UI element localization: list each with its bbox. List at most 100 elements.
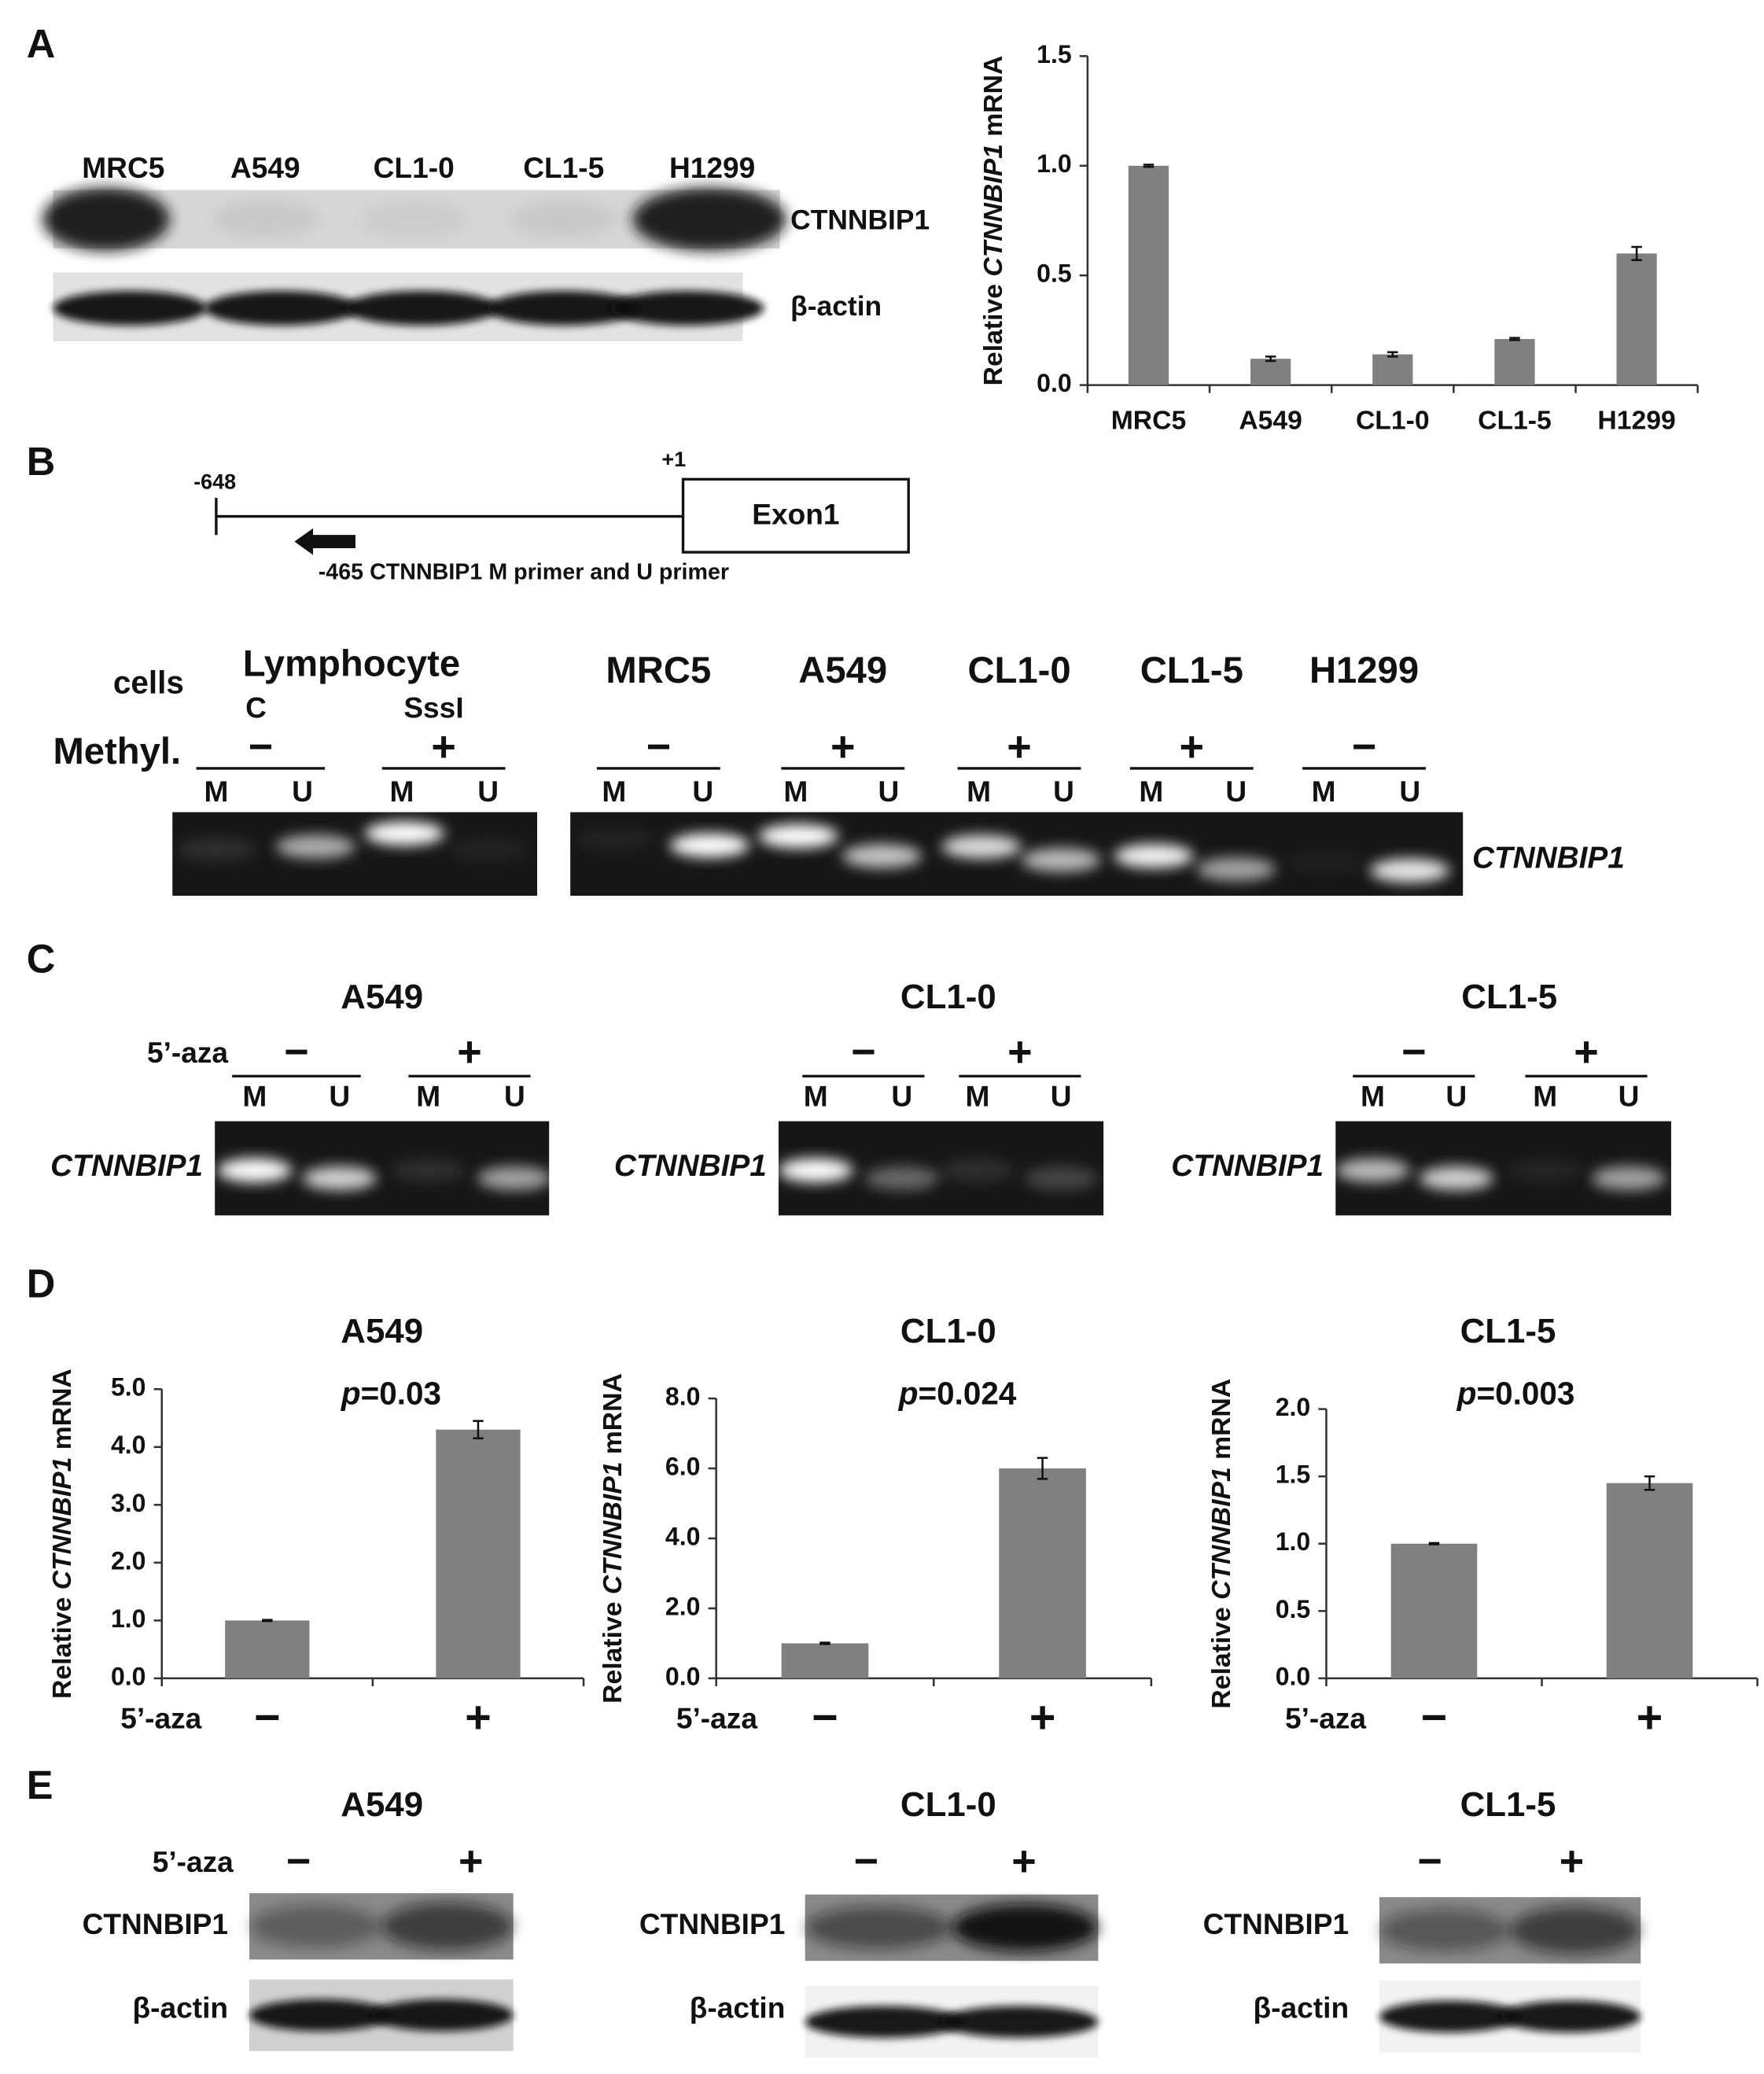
sign: − bbox=[284, 1029, 309, 1076]
x-tick-label: A549 bbox=[1239, 406, 1302, 436]
band bbox=[1370, 858, 1450, 883]
error-bar bbox=[1387, 351, 1398, 358]
lane-label: U bbox=[1445, 1080, 1467, 1113]
lane-label: CL1-5 bbox=[523, 151, 604, 184]
y-tick-label: 5.0 bbox=[111, 1373, 146, 1402]
y-tick-label: 0.5 bbox=[1037, 260, 1072, 288]
lane-label: MRC5 bbox=[82, 151, 164, 184]
band bbox=[204, 290, 359, 326]
sign: + bbox=[1574, 1029, 1599, 1076]
band bbox=[778, 1158, 853, 1183]
panel-letter: A bbox=[27, 21, 56, 66]
sign: − bbox=[1401, 1029, 1427, 1076]
y-axis-label: Relative CTNNBIP1 mRNA bbox=[598, 1373, 628, 1704]
band bbox=[1196, 856, 1276, 882]
methyl-sign: − bbox=[249, 724, 274, 771]
error-bar bbox=[1037, 1457, 1048, 1480]
methyl-sign: − bbox=[1352, 724, 1377, 771]
row-label: CTNNBIP1 bbox=[1203, 1907, 1350, 1940]
y-tick-label: 1.5 bbox=[1037, 40, 1072, 68]
error-bar bbox=[1265, 355, 1276, 363]
error-bar bbox=[262, 1619, 273, 1623]
row-label: CTNNBIP1 bbox=[790, 204, 930, 236]
bar bbox=[1250, 359, 1291, 385]
band bbox=[952, 1903, 1099, 1952]
band bbox=[212, 201, 319, 238]
lane-label: U bbox=[692, 775, 713, 808]
error-bar bbox=[1509, 337, 1520, 341]
panel-letter: E bbox=[27, 1763, 53, 1807]
gene-label: CTNNBIP1 bbox=[50, 1149, 203, 1183]
methyl-sign: + bbox=[830, 724, 856, 771]
bar bbox=[1494, 339, 1535, 385]
y-tick-label: 1.0 bbox=[1276, 1527, 1311, 1556]
tss-label: +1 bbox=[661, 448, 686, 471]
lane-label: M bbox=[804, 1080, 828, 1113]
lane-label: U bbox=[292, 775, 313, 808]
y-tick-label: 0.5 bbox=[1276, 1595, 1311, 1623]
bar bbox=[436, 1429, 521, 1678]
lymphocyte-label: Lymphocyte bbox=[243, 643, 460, 685]
band bbox=[805, 2006, 963, 2038]
primer-label: -465 CTNNBIP1 M primer and U primer bbox=[319, 560, 729, 585]
bar bbox=[1372, 354, 1413, 385]
sign: + bbox=[1011, 1837, 1037, 1884]
row-label: CTNNBIP1 bbox=[639, 1907, 785, 1940]
lane-label: U bbox=[1053, 775, 1074, 808]
y-tick-label: 2.0 bbox=[1276, 1393, 1311, 1421]
gene-label: CTNNBIP1 bbox=[614, 1149, 767, 1183]
lane-label: U bbox=[891, 1080, 912, 1113]
exon-label: Exon1 bbox=[752, 497, 839, 530]
sample-label: SssI bbox=[403, 691, 463, 724]
band bbox=[249, 1905, 381, 1948]
start-label: -648 bbox=[193, 470, 236, 494]
sample-label: CL1-5 bbox=[1140, 650, 1243, 691]
band bbox=[1379, 1909, 1511, 1952]
panel-letter: C bbox=[27, 937, 56, 982]
y-tick-label: 1.5 bbox=[1276, 1461, 1311, 1489]
y-tick-label: 1.0 bbox=[1037, 149, 1072, 178]
sample-label: MRC5 bbox=[606, 650, 711, 691]
band bbox=[1499, 2000, 1641, 2033]
band bbox=[1508, 1158, 1582, 1183]
band bbox=[344, 290, 499, 326]
band bbox=[176, 837, 256, 862]
band bbox=[302, 1166, 377, 1191]
sample-label: A549 bbox=[798, 650, 887, 691]
chart-title: A549 bbox=[341, 1312, 423, 1350]
bar bbox=[1606, 1483, 1693, 1678]
error-bar bbox=[1631, 245, 1642, 261]
x-axis-label: 5’-aza bbox=[676, 1702, 757, 1735]
band bbox=[1023, 1166, 1099, 1191]
lane-label: M bbox=[967, 775, 991, 808]
treatment-label: 5’-aza bbox=[147, 1036, 228, 1069]
x-tick-label: CL1-0 bbox=[1356, 406, 1430, 436]
bar bbox=[781, 1643, 869, 1678]
y-tick-label: 2.0 bbox=[111, 1546, 146, 1575]
treatment-label: 5’-aza bbox=[153, 1845, 234, 1878]
bar bbox=[1128, 165, 1169, 385]
error-bar bbox=[819, 1641, 830, 1645]
sign: + bbox=[457, 1029, 482, 1076]
sign: − bbox=[851, 1029, 876, 1076]
lane-label: M bbox=[1533, 1080, 1557, 1113]
lane-label: U bbox=[1399, 775, 1420, 808]
lane-label: CL1-0 bbox=[374, 151, 455, 184]
y-tick-label: 0.0 bbox=[665, 1662, 701, 1690]
y-tick-label: 4.0 bbox=[665, 1522, 701, 1550]
band bbox=[1510, 1906, 1641, 1954]
band bbox=[486, 290, 641, 326]
bar bbox=[1616, 253, 1657, 385]
cells-label: cells bbox=[113, 664, 184, 700]
lane-label: M bbox=[1361, 1080, 1385, 1113]
cell-title: CL1-0 bbox=[900, 978, 996, 1016]
sign: + bbox=[1007, 1029, 1033, 1076]
band bbox=[370, 1999, 514, 2032]
p-value: p=0.024 bbox=[898, 1375, 1017, 1411]
sign: − bbox=[854, 1837, 879, 1884]
band bbox=[477, 1166, 552, 1191]
x-tick-label: + bbox=[1637, 1693, 1663, 1743]
lane-label: M bbox=[602, 775, 626, 808]
y-axis-label: Relative CTNNBIP1 mRNA bbox=[47, 1369, 77, 1699]
